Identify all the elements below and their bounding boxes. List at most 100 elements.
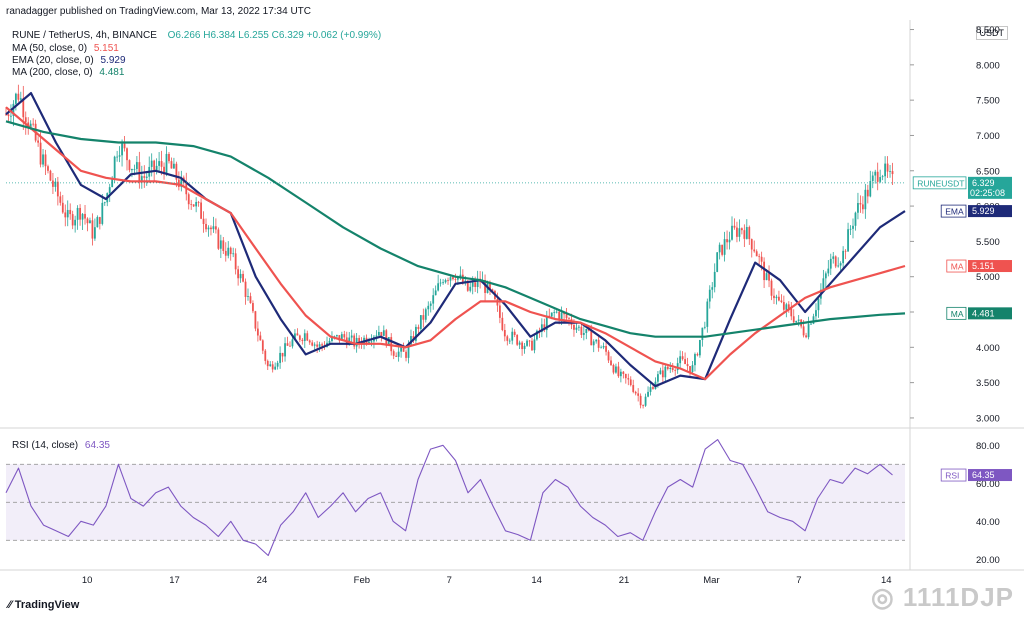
indicator-ma200[interactable]: MA (200, close, 0) 4.481	[12, 67, 124, 78]
candle-body	[338, 335, 341, 341]
candle-body	[647, 391, 649, 397]
candle-body	[627, 378, 630, 380]
candle-body	[866, 189, 869, 197]
candle-body	[792, 316, 795, 323]
rsi-tick-label: 20.00	[976, 555, 1000, 566]
rsi-legend[interactable]: RSI (14, close) 64.35	[12, 440, 110, 451]
candle-body	[513, 331, 516, 335]
candle-body	[701, 327, 704, 341]
candle-body	[676, 363, 679, 371]
candle-body	[59, 196, 62, 203]
candle-body	[39, 142, 42, 165]
candle-body	[86, 218, 89, 224]
candle-body	[47, 166, 49, 171]
candle-body	[123, 143, 126, 149]
candle-body	[785, 304, 788, 310]
candle-body	[590, 330, 593, 346]
candle-body	[318, 344, 321, 347]
candle-body	[358, 337, 361, 343]
candle-body	[244, 281, 247, 298]
candle-body	[649, 387, 652, 392]
candle-body	[466, 280, 469, 291]
ma50-value: 5.151	[93, 43, 119, 54]
candle-body	[439, 282, 442, 284]
candle-body	[56, 181, 59, 197]
series-line-ma	[5, 106, 906, 381]
candle-body	[205, 223, 207, 230]
candle-body	[471, 282, 474, 287]
candle-body	[410, 336, 412, 345]
price-tick-label: 5.500	[976, 237, 1000, 248]
candle-body	[600, 347, 603, 349]
candle-body	[89, 220, 91, 224]
candle-body	[708, 289, 711, 302]
candle-body	[686, 364, 689, 367]
currency-label[interactable]: USDT	[975, 26, 1008, 40]
candle-body	[234, 253, 237, 270]
series-tag-text: RUNEUSDT	[917, 178, 964, 188]
candle-body	[264, 350, 267, 361]
candle-body	[827, 268, 830, 274]
candle-body	[545, 315, 548, 331]
candle-body	[760, 256, 763, 262]
candle-body	[876, 171, 879, 182]
candle-body	[313, 344, 316, 346]
candle-body	[738, 228, 741, 237]
candle-body	[274, 366, 277, 370]
axis-value-text: 4.481	[972, 308, 995, 318]
candle-body	[7, 114, 10, 117]
candle-body	[854, 212, 857, 226]
candle-body	[415, 326, 417, 341]
candle-body	[400, 347, 403, 352]
price-tick-label: 3.000	[976, 413, 1000, 424]
axis-value-box	[968, 176, 1012, 199]
candle-body	[74, 219, 77, 226]
axis-value-text: 64.35	[972, 470, 995, 480]
candle-body	[375, 335, 378, 337]
candle-body	[617, 366, 620, 377]
candle-body	[553, 312, 556, 314]
candle-body	[308, 340, 311, 343]
candle-body	[64, 212, 67, 218]
candle-body	[298, 335, 301, 340]
indicator-ma50[interactable]: MA (50, close, 0) 5.151	[12, 43, 119, 54]
series-tag-text: RSI	[945, 471, 959, 481]
candle-body	[864, 189, 867, 210]
tradingview-brand[interactable]: ⁄⁄ TradingView	[8, 599, 79, 611]
price-tick-label: 6.500	[976, 166, 1000, 177]
candle-body	[368, 341, 370, 343]
candle-body	[335, 335, 338, 337]
candle-body	[98, 217, 101, 224]
indicator-ema20[interactable]: EMA (20, close, 0) 5.929	[12, 55, 126, 66]
candle-body	[755, 251, 758, 257]
candle-body	[733, 225, 736, 228]
candle-body	[837, 265, 840, 267]
candle-body	[175, 163, 178, 180]
ohlc-values: O6.266 H6.384 L6.255 C6.329 +0.062 (+0.9…	[167, 30, 382, 41]
candle-body	[432, 295, 435, 304]
candle-body	[294, 333, 296, 340]
time-tick-label: 14	[881, 575, 892, 586]
candle-body	[328, 340, 331, 343]
candle-body	[247, 296, 249, 298]
candle-body	[758, 256, 761, 258]
candle-body	[812, 316, 815, 324]
candle-body	[474, 282, 477, 287]
candle-body	[469, 286, 472, 291]
candle-body	[637, 393, 640, 396]
candle-body	[254, 311, 257, 329]
candle-body	[639, 395, 642, 406]
candle-body	[301, 339, 304, 341]
rsi-tick-label: 80.00	[976, 441, 1000, 452]
time-tick-label: 17	[169, 575, 180, 586]
candle-body	[508, 340, 511, 342]
candle-body	[526, 340, 528, 346]
candle-body	[721, 244, 724, 255]
candle-body	[333, 336, 336, 338]
candle-body	[434, 290, 437, 296]
candle-body	[842, 250, 845, 264]
candle-body	[706, 301, 709, 327]
candle-body	[852, 225, 854, 229]
candle-body	[217, 229, 220, 249]
